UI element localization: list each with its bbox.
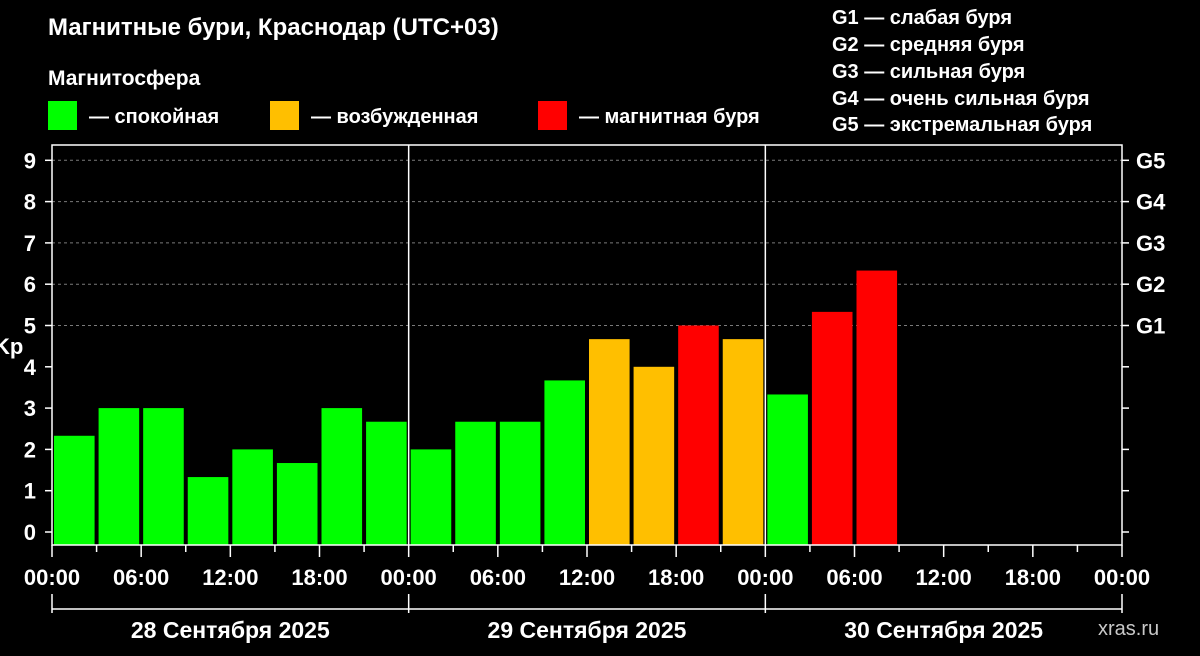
g-legend-g4: G4 — очень сильная буря — [832, 88, 1090, 110]
kp-bar-11 — [544, 380, 585, 545]
x-tick-labels: 00:00 06:00 12:00 18:00 00:00 06:00 12:00 18:00… — [24, 565, 1150, 590]
x-tick-label-6: 12:00 — [559, 565, 615, 590]
x-tick-label-12: 00:00 — [1094, 565, 1150, 590]
g-scale-legend: G1 — слабая буря G2 — средняя буря G3 — … — [832, 7, 1092, 136]
kp-bar-3 — [187, 477, 229, 545]
y-tick-label-7: 7 — [24, 231, 36, 256]
g-legend-g1: G1 — слабая буря — [832, 7, 1012, 29]
kp-bar-17 — [811, 311, 853, 545]
kp-bar-5 — [276, 463, 318, 545]
plot-frame — [45, 144, 1129, 613]
g-legend-g2: G2 — средняя буря — [832, 34, 1025, 56]
kp-bar-0 — [54, 435, 95, 545]
y-tick-label-0: 0 — [24, 520, 36, 545]
y-tick-label-9: 9 — [24, 148, 36, 173]
legend-swatch-active — [270, 101, 299, 130]
day-label-1: 29 Сентября 2025 — [488, 617, 687, 643]
x-tick-label-4: 00:00 — [381, 565, 437, 590]
y-tick-label-2: 2 — [24, 437, 36, 462]
kp-bar-14 — [678, 325, 719, 545]
g-tick-label-g4: G4 — [1136, 190, 1166, 215]
grid-lines — [52, 159, 1122, 326]
x-tick-label-9: 06:00 — [826, 565, 882, 590]
g-tick-label-g3: G3 — [1136, 231, 1165, 256]
y-tick-label-5: 5 — [24, 314, 36, 339]
legend-label-active: — возбужденная — [311, 106, 478, 128]
x-tick-label-5: 06:00 — [470, 565, 526, 590]
day-labels: 28 Сентября 2025 29 Сентября 2025 30 Сентя… — [131, 617, 1043, 643]
x-tick-label-10: 12:00 — [916, 565, 972, 590]
g-tick-label-g2: G2 — [1136, 272, 1165, 297]
g-tick-labels: G1 G2 G3 G4 G5 — [1136, 148, 1166, 338]
kp-bar-13 — [633, 366, 675, 545]
g-tick-label-g1: G1 — [1136, 314, 1165, 339]
y-tick-label-1: 1 — [24, 479, 36, 504]
y-tick-label-4: 4 — [24, 355, 37, 380]
legend-swatch-storm — [538, 101, 567, 130]
kp-bar-15 — [722, 339, 764, 545]
kp-bar-2 — [143, 408, 184, 545]
x-tick-label-8: 00:00 — [737, 565, 793, 590]
x-tick-label-1: 06:00 — [113, 565, 169, 590]
y-tick-labels: 0 1 2 3 4 5 6 7 8 9 — [24, 148, 37, 545]
legend-label-quiet: — спокойная — [89, 106, 219, 128]
kp-bar-6 — [321, 408, 363, 545]
watermark: xras.ru — [1098, 618, 1159, 640]
x-tick-label-2: 12:00 — [202, 565, 258, 590]
kp-bar-8 — [410, 449, 452, 545]
legend-swatch-quiet — [48, 101, 77, 130]
y-tick-label-3: 3 — [24, 396, 36, 421]
day-label-0: 28 Сентября 2025 — [131, 617, 330, 643]
kp-bar-4 — [232, 449, 273, 545]
day-label-2: 30 Сентября 2025 — [844, 617, 1043, 643]
y-tick-label-8: 8 — [24, 190, 36, 215]
x-tick-label-11: 18:00 — [1005, 565, 1061, 590]
kp-bar-16 — [767, 394, 808, 545]
g-legend-g5: G5 — экстремальная буря — [832, 114, 1092, 136]
bars — [54, 270, 898, 545]
g-tick-label-g5: G5 — [1136, 148, 1165, 173]
legend-title: Магнитосфера — [48, 67, 201, 90]
chart-title: Магнитные бури, Краснодар (UTC+03) — [48, 14, 499, 41]
kp-bar-7 — [366, 421, 407, 545]
x-tick-label-0: 00:00 — [24, 565, 80, 590]
legend: — спокойная — возбужденная — магнитная б… — [48, 101, 760, 130]
kp-bar-12 — [589, 339, 630, 545]
kp-bar-9 — [455, 421, 496, 545]
y-axis-label: Kp — [0, 334, 23, 359]
x-tick-label-7: 18:00 — [648, 565, 704, 590]
g-legend-g3: G3 — сильная буря — [832, 61, 1025, 83]
kp-bar-10 — [499, 421, 541, 545]
legend-label-storm: — магнитная буря — [579, 106, 760, 128]
kp-bar-18 — [856, 270, 898, 545]
kp-bar-1 — [98, 408, 140, 545]
x-tick-label-3: 18:00 — [291, 565, 347, 590]
y-tick-label-6: 6 — [24, 272, 36, 297]
